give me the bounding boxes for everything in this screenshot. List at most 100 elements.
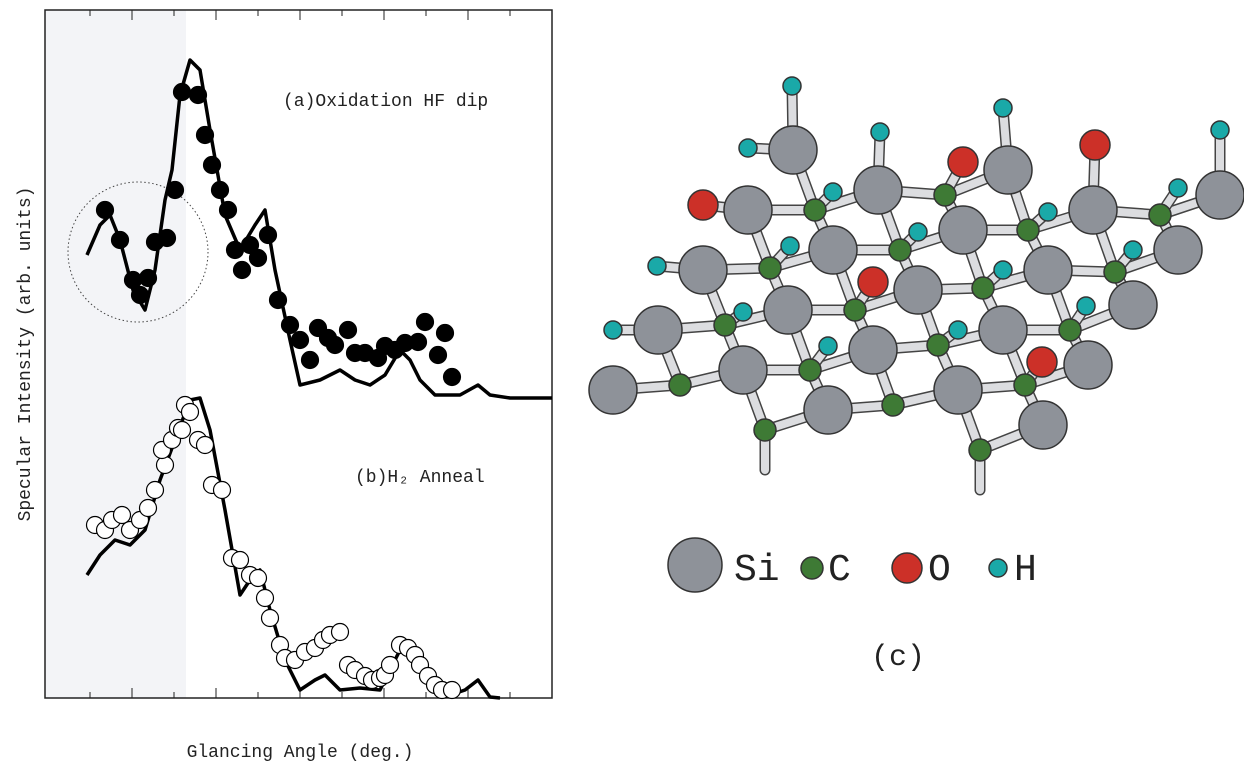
c-atom [889, 239, 911, 261]
h-atom [648, 257, 666, 275]
data-point [234, 262, 251, 279]
highlight-region [45, 10, 186, 698]
data-point [382, 657, 399, 674]
si-atom [679, 246, 727, 294]
h-atom [604, 321, 622, 339]
data-point [125, 272, 142, 289]
si-atom [1154, 226, 1202, 274]
si-atom [1196, 171, 1244, 219]
c-atom [714, 314, 736, 336]
data-point [167, 182, 184, 199]
legend-label: H [1014, 549, 1037, 592]
c-atom [1059, 319, 1081, 341]
si-atom [934, 366, 982, 414]
si-atom [1069, 186, 1117, 234]
data-point [159, 230, 176, 247]
h-atom [781, 237, 799, 255]
legend-label: O [928, 549, 951, 592]
data-point [132, 287, 149, 304]
data-point [114, 507, 131, 524]
legend-h [989, 559, 1007, 577]
legend-label: Si [734, 549, 780, 592]
o-atom [1027, 347, 1057, 377]
c-atom [1014, 374, 1036, 396]
h-atom [1211, 121, 1229, 139]
o-atom [688, 190, 718, 220]
y-axis-label: Specular Intensity (arb. units) [16, 187, 36, 522]
legend-si [668, 538, 722, 592]
legend-c [801, 557, 823, 579]
data-point [302, 352, 319, 369]
si-atom [1064, 341, 1112, 389]
data-point [147, 482, 164, 499]
data-point [417, 314, 434, 331]
data-point [332, 624, 349, 641]
data-point [257, 590, 274, 607]
h-atom [1169, 179, 1187, 197]
si-atom [724, 186, 772, 234]
data-point [190, 87, 207, 104]
si-atom [719, 346, 767, 394]
data-point [232, 552, 249, 569]
data-point [214, 482, 231, 499]
x-axis-label: Glancing Angle (deg.) [187, 743, 414, 763]
annotation: (b)H₂ Anneal [355, 468, 485, 488]
si-atom [809, 226, 857, 274]
h-atom [824, 183, 842, 201]
si-atom [894, 266, 942, 314]
o-atom [948, 147, 978, 177]
data-point [197, 437, 214, 454]
legend-o [892, 553, 922, 583]
data-point [262, 610, 279, 627]
annotation: (a)Oxidation HF dip [283, 92, 488, 112]
si-atom [979, 306, 1027, 354]
h-atom [994, 99, 1012, 117]
h-atom [819, 337, 837, 355]
data-point [182, 404, 199, 421]
c-atom [934, 184, 956, 206]
data-point [430, 347, 447, 364]
h-atom [734, 303, 752, 321]
si-atom [984, 146, 1032, 194]
panel-caption: (c) [871, 641, 925, 675]
c-atom [1149, 204, 1171, 226]
c-atom [1017, 219, 1039, 241]
h-atom [1039, 203, 1057, 221]
h-atom [1077, 297, 1095, 315]
data-point [97, 202, 114, 219]
data-point [140, 270, 157, 287]
h-atom [1124, 241, 1142, 259]
c-atom [669, 374, 691, 396]
c-atom [804, 199, 826, 221]
data-point [212, 182, 229, 199]
c-atom [969, 439, 991, 461]
si-atom [849, 326, 897, 374]
c-atom [927, 334, 949, 356]
data-point [250, 250, 267, 267]
data-point [270, 292, 287, 309]
si-atom [1019, 401, 1067, 449]
h-atom [739, 139, 757, 157]
si-atom [1109, 281, 1157, 329]
si-atom [769, 126, 817, 174]
c-atom [882, 394, 904, 416]
c-atom [799, 359, 821, 381]
si-atom [589, 366, 637, 414]
data-point [260, 227, 277, 244]
data-point [340, 322, 357, 339]
data-point [250, 570, 267, 587]
si-atom [854, 166, 902, 214]
o-atom [1080, 130, 1110, 160]
data-point [282, 317, 299, 334]
data-point [437, 325, 454, 342]
page: {"chart_data": {"type": "scatter", "ylab… [0, 0, 1244, 770]
h-atom [949, 321, 967, 339]
data-point [204, 157, 221, 174]
data-point [140, 500, 157, 517]
data-point [444, 369, 461, 386]
data-point [327, 337, 344, 354]
legend-label: C [828, 549, 851, 592]
legend: Si C O H [668, 538, 1037, 592]
si-atom [1024, 246, 1072, 294]
data-point [292, 332, 309, 349]
